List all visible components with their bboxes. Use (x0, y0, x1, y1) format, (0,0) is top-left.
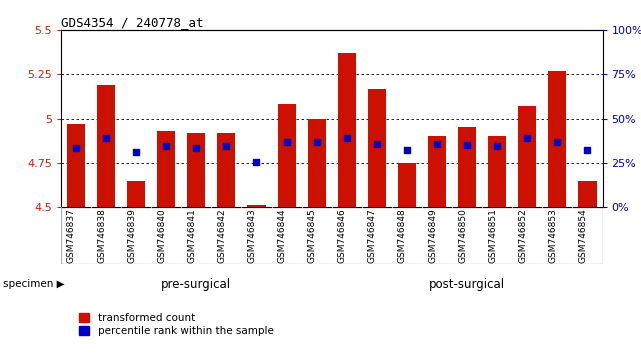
Bar (67, 124, 85, 207)
Bar (247, 205, 265, 207)
Text: GSM746850: GSM746850 (458, 208, 467, 263)
Text: GSM746837: GSM746837 (67, 208, 76, 263)
Text: GSM746838: GSM746838 (97, 208, 106, 263)
Point (372, 141, 382, 147)
Point (432, 141, 442, 147)
Bar (398, 163, 416, 207)
Legend: transformed count, percentile rank within the sample: transformed count, percentile rank withi… (79, 313, 274, 336)
Bar (549, 71, 567, 207)
Bar (338, 53, 356, 207)
Text: GDS4354 / 240778_at: GDS4354 / 240778_at (61, 16, 203, 29)
Bar (519, 106, 537, 207)
Point (71, 145, 81, 150)
Text: GSM746852: GSM746852 (519, 208, 528, 263)
Text: GSM746854: GSM746854 (578, 208, 588, 263)
Point (251, 159, 262, 165)
Point (492, 143, 503, 149)
Bar (308, 119, 326, 207)
Point (583, 148, 593, 153)
Text: GSM746840: GSM746840 (157, 208, 166, 263)
Point (101, 135, 111, 141)
Bar (428, 136, 446, 207)
Text: GSM746843: GSM746843 (247, 208, 256, 263)
Text: GSM746846: GSM746846 (338, 208, 347, 263)
Point (191, 145, 201, 150)
Text: GSM746839: GSM746839 (127, 208, 136, 263)
Text: GSM746845: GSM746845 (308, 208, 317, 263)
Text: GSM746841: GSM746841 (187, 208, 196, 263)
Point (522, 135, 533, 141)
Text: GSM746853: GSM746853 (549, 208, 558, 263)
Bar (458, 127, 476, 207)
Text: GSM746844: GSM746844 (278, 208, 287, 263)
Point (131, 149, 141, 155)
Point (221, 143, 231, 149)
Bar (187, 133, 205, 207)
Point (312, 139, 322, 144)
Bar (217, 133, 235, 207)
Point (342, 135, 352, 141)
Text: GSM746849: GSM746849 (428, 208, 437, 263)
Point (553, 139, 563, 144)
Bar (127, 181, 145, 207)
Text: GSM746848: GSM746848 (398, 208, 407, 263)
Bar (578, 181, 597, 207)
Bar (488, 136, 506, 207)
Text: GSM746847: GSM746847 (368, 208, 377, 263)
Text: specimen ▶: specimen ▶ (3, 279, 65, 289)
Point (281, 139, 292, 144)
Text: GSM746851: GSM746851 (488, 208, 497, 263)
Text: post-surgical: post-surgical (429, 278, 505, 291)
Bar (157, 131, 175, 207)
Bar (97, 85, 115, 207)
Bar (278, 104, 296, 207)
Bar (368, 88, 386, 207)
Text: GSM746842: GSM746842 (217, 208, 226, 263)
Point (462, 142, 472, 148)
Text: pre-surgical: pre-surgical (162, 278, 231, 291)
Point (161, 143, 171, 149)
Point (402, 148, 412, 153)
